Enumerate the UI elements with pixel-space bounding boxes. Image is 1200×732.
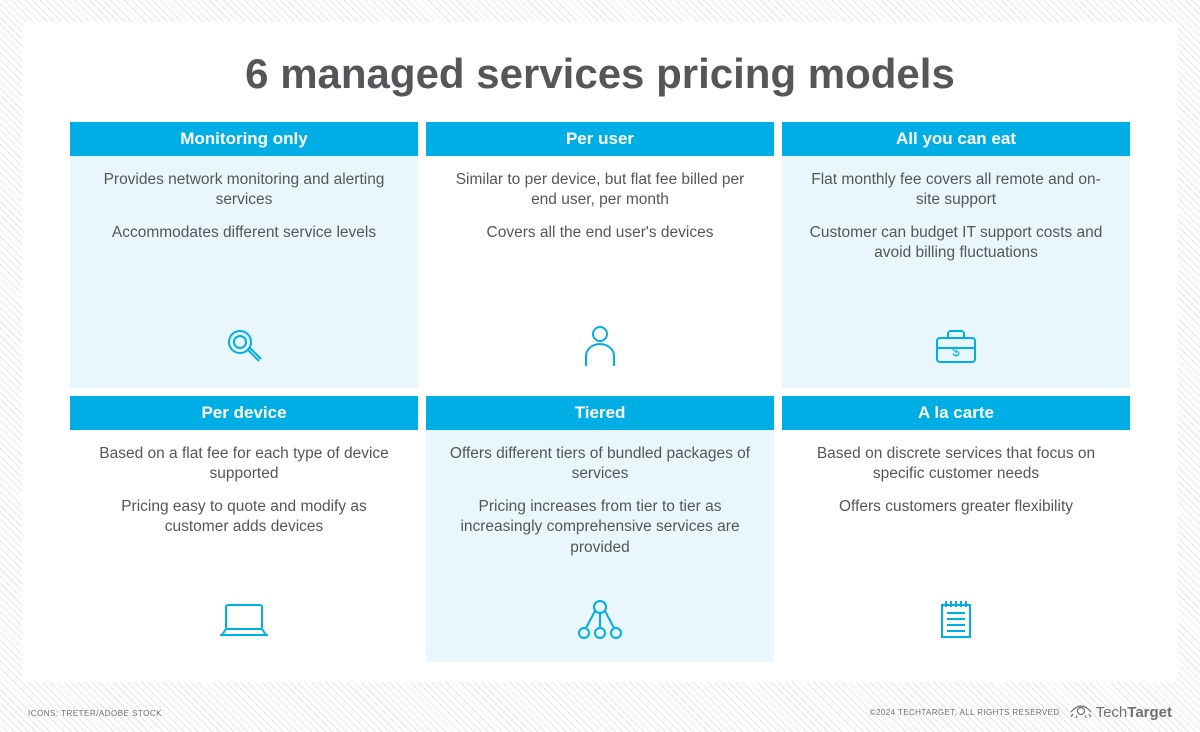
card-point: Covers all the end user's devices <box>487 223 714 243</box>
card-header: Tiered <box>426 396 774 430</box>
briefcase-icon: $ <box>931 320 981 372</box>
person-icon <box>578 320 622 372</box>
pricing-grid: Monitoring only Provides network monitori… <box>70 122 1130 662</box>
magnifier-icon <box>222 320 266 372</box>
brand-bold: Target <box>1127 704 1172 721</box>
card-point: Based on discrete services that focus on… <box>804 444 1108 485</box>
card-body: Provides network monitoring and alerting… <box>70 156 418 388</box>
card-point: Offers customers greater flexibility <box>839 497 1073 517</box>
pricing-card: All you can eat Flat monthly fee covers a… <box>782 122 1130 388</box>
card-point: Accommodates different service levels <box>112 223 376 243</box>
brand-text: TechTarget <box>1096 704 1172 721</box>
card-body: Flat monthly fee covers all remote and o… <box>782 156 1130 388</box>
pricing-card: Per user Similar to per device, but flat … <box>426 122 774 388</box>
card-header: Per user <box>426 122 774 156</box>
card-header: A la carte <box>782 396 1130 430</box>
footer-right: ©2024 TECHTARGET, ALL RIGHTS RESERVED Te… <box>870 702 1172 722</box>
pricing-card: Per device Based on a flat fee for each t… <box>70 396 418 662</box>
pricing-card: Monitoring only Provides network monitori… <box>70 122 418 388</box>
card-body: Based on a flat fee for each type of dev… <box>70 430 418 662</box>
card-point: Similar to per device, but flat fee bill… <box>448 170 752 211</box>
brand-logo: TechTarget <box>1070 702 1172 722</box>
card-body: Offers different tiers of bundled packag… <box>426 430 774 662</box>
laptop-icon <box>216 594 272 646</box>
card-point: Provides network monitoring and alerting… <box>92 170 396 211</box>
card-header: Monitoring only <box>70 122 418 156</box>
notepad-icon <box>936 594 976 646</box>
tree-icon <box>573 594 627 646</box>
card-point: Customer can budget IT support costs and… <box>804 223 1108 264</box>
copyright-text: ©2024 TECHTARGET, ALL RIGHTS RESERVED <box>870 708 1060 717</box>
pricing-card: A la carte Based on discrete services tha… <box>782 396 1130 662</box>
brand-light: Tech <box>1096 704 1128 721</box>
card-point: Pricing increases from tier to tier as i… <box>448 497 752 558</box>
card-point: Based on a flat fee for each type of dev… <box>92 444 396 485</box>
eye-icon <box>1070 702 1092 722</box>
svg-text:$: $ <box>952 344 960 359</box>
icon-credit: ICONS: TRETER/ADOBE STOCK <box>28 709 162 718</box>
card-header: Per device <box>70 396 418 430</box>
card-body: Based on discrete services that focus on… <box>782 430 1130 662</box>
card-point: Flat monthly fee covers all remote and o… <box>804 170 1108 211</box>
page-canvas: 6 managed services pricing models Monito… <box>0 0 1200 732</box>
card-header: All you can eat <box>782 122 1130 156</box>
card-point: Offers different tiers of bundled packag… <box>448 444 752 485</box>
card-point: Pricing easy to quote and modify as cust… <box>92 497 396 538</box>
page-title: 6 managed services pricing models <box>70 50 1130 98</box>
pricing-card: Tiered Offers different tiers of bundled … <box>426 396 774 662</box>
card-body: Similar to per device, but flat fee bill… <box>426 156 774 388</box>
content-panel: 6 managed services pricing models Monito… <box>22 22 1178 682</box>
